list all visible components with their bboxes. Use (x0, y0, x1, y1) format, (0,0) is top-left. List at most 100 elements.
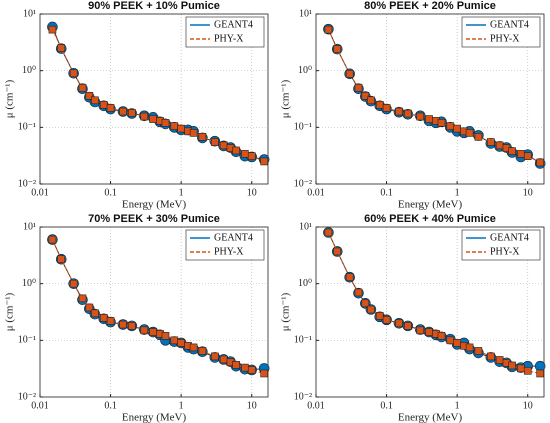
marker (382, 104, 391, 112)
marker (367, 305, 375, 314)
marker (495, 356, 504, 364)
y-tick-label: 10¹ (299, 8, 312, 19)
marker (404, 109, 412, 118)
marker (446, 336, 455, 345)
marker (91, 309, 99, 318)
marker (375, 100, 384, 109)
legend-label: PHY-X (214, 33, 244, 44)
x-tick-label: 1 (179, 400, 184, 411)
y-tick-label: 10⁻¹ (18, 122, 36, 133)
y-tick-label: 10⁰ (22, 65, 36, 76)
marker (119, 320, 127, 329)
y-tick-label: 10⁻¹ (18, 335, 36, 346)
marker (85, 303, 94, 312)
y-tick-label: 10¹ (23, 221, 36, 232)
y-tick-label: 10⁰ (298, 65, 312, 76)
marker (354, 288, 363, 297)
y-tick-label: 10¹ (23, 8, 36, 19)
marker (425, 115, 433, 123)
x-tick-label: 0.01 (307, 400, 325, 411)
panel-title: 70% PEEK + 30% Pumice (88, 213, 220, 225)
marker (536, 369, 544, 378)
marker (367, 96, 375, 105)
legend-label: GEANT4 (214, 19, 253, 30)
marker (361, 299, 370, 308)
y-tick-label: 10⁻¹ (294, 122, 312, 133)
y-tick-label: 10⁰ (298, 278, 312, 289)
marker (78, 83, 87, 92)
y-tick-label: 10⁻² (294, 178, 312, 189)
legend-box (185, 229, 265, 261)
marker (48, 235, 57, 244)
y-axis-label: μ (cm⁻¹) (4, 292, 16, 331)
marker (333, 45, 342, 53)
legend-label: PHY-X (214, 246, 244, 257)
marker (149, 115, 157, 123)
x-tick-label: 0.1 (380, 187, 393, 198)
marker (69, 69, 78, 78)
y-tick-label: 10⁻² (18, 391, 36, 402)
marker (140, 112, 149, 121)
marker (69, 279, 78, 288)
marker (345, 273, 354, 282)
marker (324, 25, 333, 34)
marker (232, 361, 240, 369)
y-tick-label: 10⁻² (294, 391, 312, 402)
legend-box (185, 16, 265, 48)
marker (57, 255, 66, 264)
marker (177, 339, 185, 347)
marker (260, 157, 268, 166)
marker (487, 352, 495, 361)
marker (232, 146, 240, 155)
marker (85, 92, 94, 100)
x-tick-label: 0.1 (104, 187, 117, 198)
marker (247, 366, 256, 374)
legend-label: PHY-X (490, 246, 520, 257)
marker (241, 363, 249, 372)
y-axis-label: μ (cm⁻¹) (4, 79, 16, 118)
marker (241, 150, 249, 158)
x-tick-label: 0.1 (104, 400, 117, 411)
x-tick-label: 10 (523, 187, 533, 198)
y-axis-label: μ (cm⁻¹) (280, 79, 292, 118)
x-tick-label: 1 (455, 187, 460, 198)
marker (416, 326, 425, 335)
marker (382, 316, 391, 324)
legend-box (461, 16, 541, 48)
panel: 0.01 0.1 1 10 10⁻² 10⁻¹ 10⁰ 10¹ 80% PEEK + 20% P… (280, 0, 546, 211)
marker (446, 122, 455, 130)
marker (170, 336, 179, 345)
marker (465, 343, 474, 352)
marker (395, 107, 403, 116)
marker (99, 313, 108, 322)
marker (474, 133, 483, 141)
marker (219, 141, 228, 150)
marker (508, 147, 516, 155)
x-axis-label: Energy (MeV) (398, 199, 463, 211)
marker (119, 107, 127, 116)
marker (128, 109, 136, 117)
x-axis-label: Energy (MeV) (122, 199, 187, 211)
marker (517, 364, 525, 373)
marker (161, 332, 170, 340)
marker (189, 129, 198, 137)
marker (361, 92, 370, 100)
panel-title: 90% PEEK + 10% Pumice (88, 0, 220, 12)
x-tick-label: 0.01 (31, 187, 49, 198)
marker (324, 228, 333, 237)
marker (474, 347, 483, 355)
marker (395, 319, 403, 328)
y-tick-label: 10⁰ (22, 278, 36, 289)
y-tick-label: 10⁻² (18, 178, 36, 189)
marker (161, 119, 170, 127)
x-axis-label: Energy (MeV) (398, 412, 463, 423)
marker (437, 332, 446, 340)
marker (437, 119, 446, 127)
marker (140, 326, 149, 335)
legend-label: GEANT4 (490, 232, 529, 243)
marker (523, 152, 532, 160)
legend-box (461, 229, 541, 261)
y-tick-label: 10⁻¹ (294, 335, 312, 346)
marker (453, 339, 461, 347)
marker (57, 44, 66, 52)
